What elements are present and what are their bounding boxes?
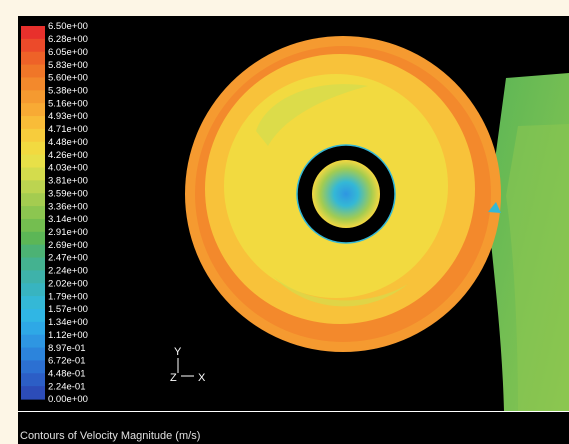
contour-plot: 6.50e+00 6.28e+00 6.05e+00 5.83e+00 5.60e+00… (21, 21, 569, 411)
colorbar-swatch (21, 244, 45, 259)
outlet-duct-inner (506, 124, 569, 411)
colorbar-swatch (21, 257, 45, 271)
colorbar-label: 4.48e-01 (48, 368, 86, 379)
colorbar-swatch (21, 180, 45, 194)
colorbar-swatch (21, 360, 45, 374)
impeller-hub (312, 160, 380, 228)
volute-tongue (488, 202, 501, 213)
axis-z-label: Z (170, 372, 177, 384)
colorbar-label: 1.57e+00 (48, 304, 88, 315)
colorbar-swatch (21, 373, 45, 387)
colorbar-swatch (21, 26, 45, 40)
colorbar-label: 4.71e+00 (48, 124, 88, 135)
axis-y-label: Y (174, 346, 182, 358)
colorbar-swatch (21, 116, 45, 130)
colorbar-label: 2.91e+00 (48, 227, 88, 238)
colorbar-label: 8.97e-01 (48, 343, 86, 354)
colorbar-label: 0.00e+00 (48, 394, 88, 405)
colorbar-label: 1.12e+00 (48, 330, 88, 341)
colorbar-swatch (21, 308, 45, 323)
caption-bar: Contours of Velocity Magnitude (m/s) (18, 412, 569, 444)
colorbar-swatch (21, 321, 45, 336)
colorbar-swatch (21, 283, 45, 297)
colorbar-label: 5.16e+00 (48, 98, 88, 109)
colorbar-label: 3.36e+00 (48, 201, 88, 212)
impeller-gap-edge (296, 144, 396, 244)
colorbar-label: 5.60e+00 (48, 73, 88, 84)
colorbar-swatch (21, 90, 45, 104)
colorbar-label: 6.28e+00 (48, 34, 88, 45)
colorbar-swatch (21, 64, 45, 79)
caption-divider (18, 411, 569, 412)
colorbar-swatch (21, 218, 45, 233)
volute-green-patch-lower (273, 276, 408, 307)
colorbar-swatch (21, 103, 45, 117)
colorbar-label: 4.48e+00 (48, 137, 88, 148)
colorbar-label: 5.83e+00 (48, 60, 88, 71)
colorbar-label: 1.79e+00 (48, 291, 88, 302)
caption-text: Contours of Velocity Magnitude (m/s) (20, 430, 201, 442)
colorbar-swatch (21, 51, 45, 66)
colorbar-label: 2.24e-01 (48, 381, 86, 392)
colorbar-label: 4.93e+00 (48, 111, 88, 122)
axis-x-label: X (198, 372, 206, 384)
colorbar-label: 1.34e+00 (48, 317, 88, 328)
colorbar-label: 6.50e+00 (48, 21, 88, 32)
colorbar-label: 3.59e+00 (48, 188, 88, 199)
colorbar-swatch (21, 296, 45, 310)
contour-viewport[interactable]: 6.50e+00 6.28e+00 6.05e+00 5.83e+00 5.60e+00… (18, 16, 569, 411)
axis-triad: Y Z X (170, 346, 206, 384)
colorbar-label: 3.14e+00 (48, 214, 88, 225)
colorbar-label: 4.03e+00 (48, 163, 88, 174)
colorbar-swatch (21, 231, 45, 246)
colorbar-swatch (21, 38, 45, 53)
colorbar-swatch (21, 154, 45, 169)
colorbar-swatch (21, 347, 45, 362)
colorbar-swatch (21, 270, 45, 284)
colorbar-label: 2.47e+00 (48, 253, 88, 264)
colorbar-swatch (21, 141, 45, 156)
colorbar-label: 6.72e-01 (48, 356, 86, 367)
colorbar-swatch (21, 386, 45, 400)
colorbar-label: 5.38e+00 (48, 86, 88, 97)
colorbar-swatch (21, 128, 45, 143)
colorbar: 6.50e+00 6.28e+00 6.05e+00 5.83e+00 5.60e+00… (21, 21, 88, 405)
colorbar-label: 3.81e+00 (48, 176, 88, 187)
colorbar-swatch (21, 334, 45, 349)
colorbar-label: 2.02e+00 (48, 278, 88, 289)
colorbar-swatch (21, 193, 45, 207)
colorbar-label: 4.26e+00 (48, 150, 88, 161)
volute-green-patch (256, 84, 368, 146)
colorbar-label: 6.05e+00 (48, 47, 88, 58)
colorbar-label: 2.24e+00 (48, 266, 88, 277)
colorbar-swatch (21, 77, 45, 91)
colorbar-swatch (21, 206, 45, 220)
colorbar-swatch (21, 167, 45, 181)
colorbar-label: 2.69e+00 (48, 240, 88, 251)
